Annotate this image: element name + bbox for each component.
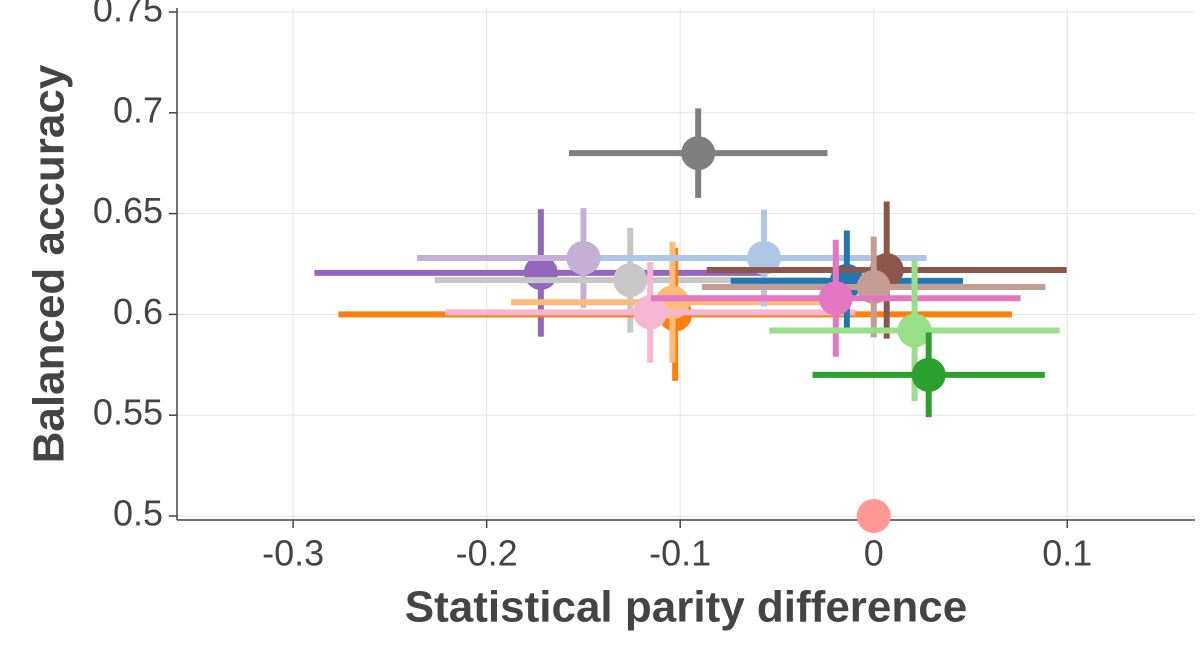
x-tick-label: -0.3 bbox=[262, 533, 324, 574]
x-axis-label: Statistical parity difference bbox=[405, 583, 967, 632]
y-tick-label: 0.75 bbox=[93, 0, 163, 30]
x-tick-label: 0.1 bbox=[1042, 533, 1092, 574]
point bbox=[897, 313, 932, 348]
y-tick-label: 0.5 bbox=[113, 492, 163, 533]
point bbox=[633, 295, 668, 330]
point bbox=[911, 357, 946, 392]
y-tick-label: 0.65 bbox=[93, 190, 163, 231]
point bbox=[523, 255, 558, 290]
y-tick-label: 0.7 bbox=[113, 89, 163, 130]
y-tick-label: 0.6 bbox=[113, 291, 163, 332]
x-tick-label: 0 bbox=[864, 533, 884, 574]
y-tick-label: 0.55 bbox=[93, 392, 163, 433]
x-tick-label: -0.1 bbox=[649, 533, 711, 574]
point bbox=[681, 136, 716, 171]
point bbox=[856, 498, 891, 533]
point bbox=[818, 281, 853, 316]
x-tick-label: -0.2 bbox=[456, 533, 518, 574]
point bbox=[746, 240, 781, 275]
point bbox=[613, 263, 648, 298]
y-axis-label: Balanced accuracy bbox=[25, 64, 74, 463]
point bbox=[566, 240, 601, 275]
